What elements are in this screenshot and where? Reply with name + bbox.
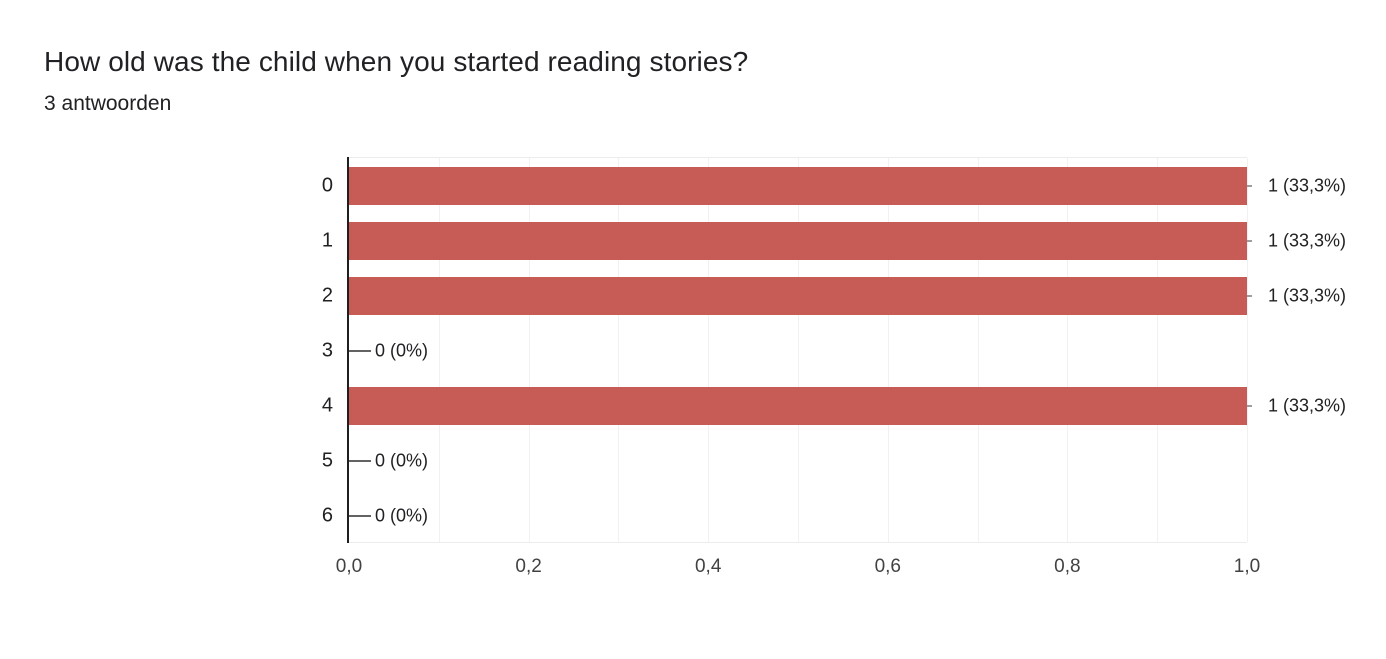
bar — [349, 221, 1247, 260]
gridline — [708, 158, 710, 542]
bar — [349, 166, 1247, 205]
chart-row: 0 1 (33,3%) — [322, 158, 1346, 213]
gridline — [1247, 158, 1248, 542]
gridline — [1157, 158, 1159, 542]
x-axis-tick-label: 0,0 — [335, 556, 363, 577]
y-axis-line — [347, 157, 349, 543]
zero-value-tick — [349, 349, 371, 352]
bar — [349, 276, 1247, 315]
bar-chart-plot-area: 0 1 (33,3%) 1 1 (33,3%) 2 1 (33,3%) 3 0 (0%) 4 1 … — [322, 157, 1346, 577]
value-label: 1 (33,3%) — [1268, 175, 1347, 196]
category-label: 1 — [321, 229, 333, 252]
x-axis-tick-label: 0,4 — [694, 556, 722, 577]
x-axis-tick-label: 1,0 — [1233, 556, 1261, 577]
bar-end-tick — [1247, 294, 1252, 297]
category-label: 4 — [321, 394, 333, 417]
chart-row: 3 0 (0%) — [322, 323, 1247, 378]
chart-title: How old was the child when you started r… — [44, 46, 749, 77]
answers-count-subtitle: 3 antwoorden — [44, 92, 172, 115]
category-label: 0 — [321, 174, 333, 197]
bar-end-tick — [1247, 239, 1252, 242]
bar-end-tick — [1247, 184, 1252, 187]
value-label: 0 (0%) — [375, 505, 429, 526]
gridline — [977, 158, 979, 542]
zero-value-tick — [349, 460, 371, 463]
zero-value-tick — [349, 515, 371, 518]
gridline — [438, 158, 440, 542]
value-label: 1 (33,3%) — [1268, 285, 1347, 306]
gridline — [618, 158, 620, 542]
gridline — [1067, 158, 1069, 542]
value-label: 1 (33,3%) — [1268, 230, 1347, 251]
gridline — [887, 158, 889, 542]
category-label: 5 — [321, 449, 333, 472]
category-label: 3 — [321, 339, 333, 362]
x-axis-tick-label: 0,6 — [874, 556, 902, 577]
chart-row: 5 0 (0%) — [322, 434, 1247, 489]
category-label: 2 — [321, 284, 333, 307]
chart-row: 1 1 (33,3%) — [322, 213, 1346, 268]
category-label: 6 — [321, 504, 333, 527]
bar — [349, 387, 1247, 426]
gridline — [798, 158, 799, 542]
gridline — [528, 158, 530, 542]
value-label: 1 (33,3%) — [1268, 395, 1347, 416]
x-axis-tick-label: 0,8 — [1054, 556, 1081, 577]
chart-row: 6 0 (0%) — [322, 489, 1247, 544]
value-label: 0 (0%) — [375, 450, 429, 471]
x-axis-tick-label: 0,2 — [515, 556, 542, 577]
chart-row: 2 1 (33,3%) — [322, 268, 1346, 323]
bar-end-tick — [1247, 405, 1252, 408]
value-label: 0 (0%) — [375, 340, 429, 361]
chart-row: 4 1 (33,3%) — [322, 379, 1346, 434]
